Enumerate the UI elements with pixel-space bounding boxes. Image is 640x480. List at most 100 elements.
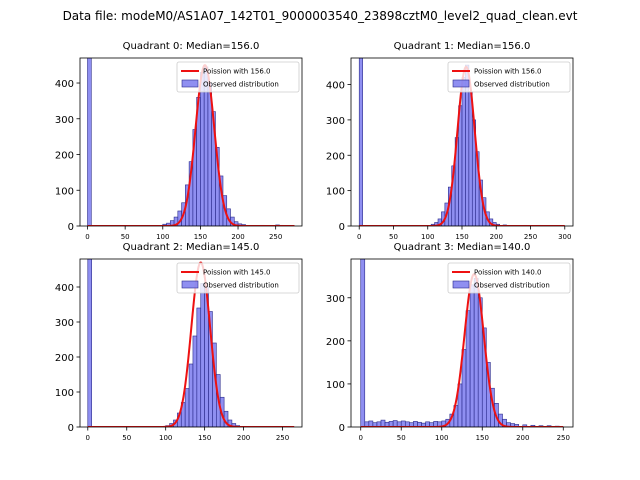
legend-bar-swatch: [452, 79, 470, 88]
histogram-bar: [192, 335, 198, 427]
x-tick-label: 0: [85, 233, 89, 241]
x-tick-label: 300: [558, 233, 571, 241]
y-tick-label: 0: [339, 222, 345, 233]
legend-box: [176, 262, 300, 294]
poisson-curve: [87, 261, 295, 427]
y-tick-label: 200: [326, 151, 345, 162]
legend-box: [176, 61, 300, 93]
axes-frame: [79, 57, 303, 227]
histogram-bar: [200, 71, 205, 226]
histogram-bar: [468, 91, 473, 226]
histogram-bar: [469, 284, 475, 427]
x-tick-label: 50: [397, 434, 406, 442]
axes-frame: [79, 258, 303, 428]
x-tick-label: 150: [194, 233, 207, 241]
x-tick-label: 0: [86, 434, 90, 442]
quadrant-title: Quadrant 3: Median=140.0: [394, 242, 531, 253]
histogram-bar: [200, 283, 205, 427]
y-tick-label: 0: [68, 222, 74, 233]
x-tick-label: 0: [358, 434, 362, 442]
y-tick-label: 200: [326, 337, 345, 348]
x-tick-label: 250: [269, 233, 282, 241]
y-tick-label: 100: [326, 380, 345, 391]
y-tick-label: 200: [55, 151, 74, 162]
quadrant-3-panel: Quadrant 3: Median=140.0 0 50 100 150 200 250 0…: [326, 242, 574, 442]
poisson-curve: [360, 273, 564, 427]
x-tick-label: 100: [421, 233, 434, 241]
legend-line-label: Poission with 156.0: [474, 68, 542, 76]
quadrant-1-panel: Quadrant 1: Median=156.0 0 50 100 150 200 250 3…: [326, 41, 574, 241]
poisson-curve: [87, 64, 295, 226]
x-tick-label: 250: [524, 233, 537, 241]
x-tick-label: 100: [156, 233, 169, 241]
x-tick-label: 200: [237, 434, 250, 442]
y-tick-label: 400: [326, 81, 345, 92]
histogram-bar: [358, 58, 363, 226]
y-tick-label: 0: [68, 423, 74, 434]
legend: Poission with 140.0 Observed distribution: [447, 262, 571, 294]
histogram-bar: [465, 310, 471, 427]
legend: Poission with 145.0 Observed distribution: [176, 262, 300, 294]
x-tick-label: 50: [121, 233, 130, 241]
x-tick-label: 150: [476, 434, 489, 442]
legend-bar-swatch: [452, 280, 470, 289]
x-tick-label: 50: [122, 434, 131, 442]
x-tick-label: 50: [389, 233, 398, 241]
legend-line-label: Poission with 140.0: [474, 269, 542, 277]
x-tick-label: 250: [276, 434, 289, 442]
y-tick-label: 400: [55, 283, 74, 294]
axes-frame: [350, 258, 574, 428]
y-tick-label: 300: [326, 294, 345, 305]
figure-suptitle: Data file: modeM0/AS1A07_142T01_90000035…: [63, 9, 578, 23]
histogram-bar: [87, 58, 92, 226]
quadrant-0-panel: Quadrant 0: Median=156.0 0 50 100 150 200 250 0…: [55, 41, 303, 241]
histogram-bar: [473, 278, 479, 427]
x-tick-label: 200: [516, 434, 529, 442]
y-tick-label: 300: [55, 318, 74, 329]
plot-area: [87, 259, 295, 427]
y-tick-label: 300: [55, 115, 74, 126]
y-tick-label: 400: [55, 79, 74, 90]
y-tick-label: 100: [55, 186, 74, 197]
x-tick-label: 100: [159, 434, 172, 442]
x-tick-label: 200: [231, 233, 244, 241]
quadrant-title: Quadrant 2: Median=145.0: [123, 242, 260, 253]
x-tick-label: 100: [435, 434, 448, 442]
x-tick-label: 200: [490, 233, 503, 241]
legend-box: [447, 262, 571, 294]
x-tick-label: 250: [557, 434, 570, 442]
histogram-bar: [461, 77, 466, 226]
histogram-bar: [231, 423, 237, 427]
legend-box: [447, 61, 571, 93]
histogram-bar: [458, 105, 463, 226]
legend-bar-label: Observed distribution: [203, 282, 279, 290]
x-tick-label: 0: [357, 233, 361, 241]
legend: Poission with 156.0 Observed distribution: [447, 61, 571, 93]
y-tick-label: 300: [326, 116, 345, 127]
histogram-bar: [196, 307, 202, 427]
y-tick-label: 100: [55, 388, 74, 399]
y-tick-label: 100: [326, 187, 345, 198]
x-tick-label: 150: [455, 233, 468, 241]
histogram-bar: [360, 259, 366, 427]
legend-bar-swatch: [181, 280, 199, 289]
legend-bar-label: Observed distribution: [474, 282, 550, 290]
histogram-bar: [184, 388, 190, 427]
legend: Poission with 156.0 Observed distribution: [176, 61, 300, 93]
histogram-bar: [188, 363, 194, 427]
legend-line-label: Poission with 145.0: [203, 269, 271, 277]
histogram-bar: [380, 419, 386, 427]
legend-bar-swatch: [181, 79, 199, 88]
plot-area: [360, 259, 564, 427]
x-tick-label: 150: [198, 434, 211, 442]
y-tick-label: 0: [339, 423, 345, 434]
quadrant-title: Quadrant 1: Median=156.0: [394, 41, 531, 52]
quadrant-title: Quadrant 0: Median=156.0: [123, 41, 260, 52]
legend-line-label: Poission with 156.0: [203, 68, 271, 76]
legend-bar-label: Observed distribution: [203, 81, 279, 89]
histogram-bar: [522, 424, 528, 427]
y-tick-label: 200: [55, 353, 74, 364]
quadrant-2-panel: Quadrant 2: Median=145.0 0 50 100 150 200 250 0…: [55, 242, 303, 442]
histogram-bar: [87, 259, 92, 427]
